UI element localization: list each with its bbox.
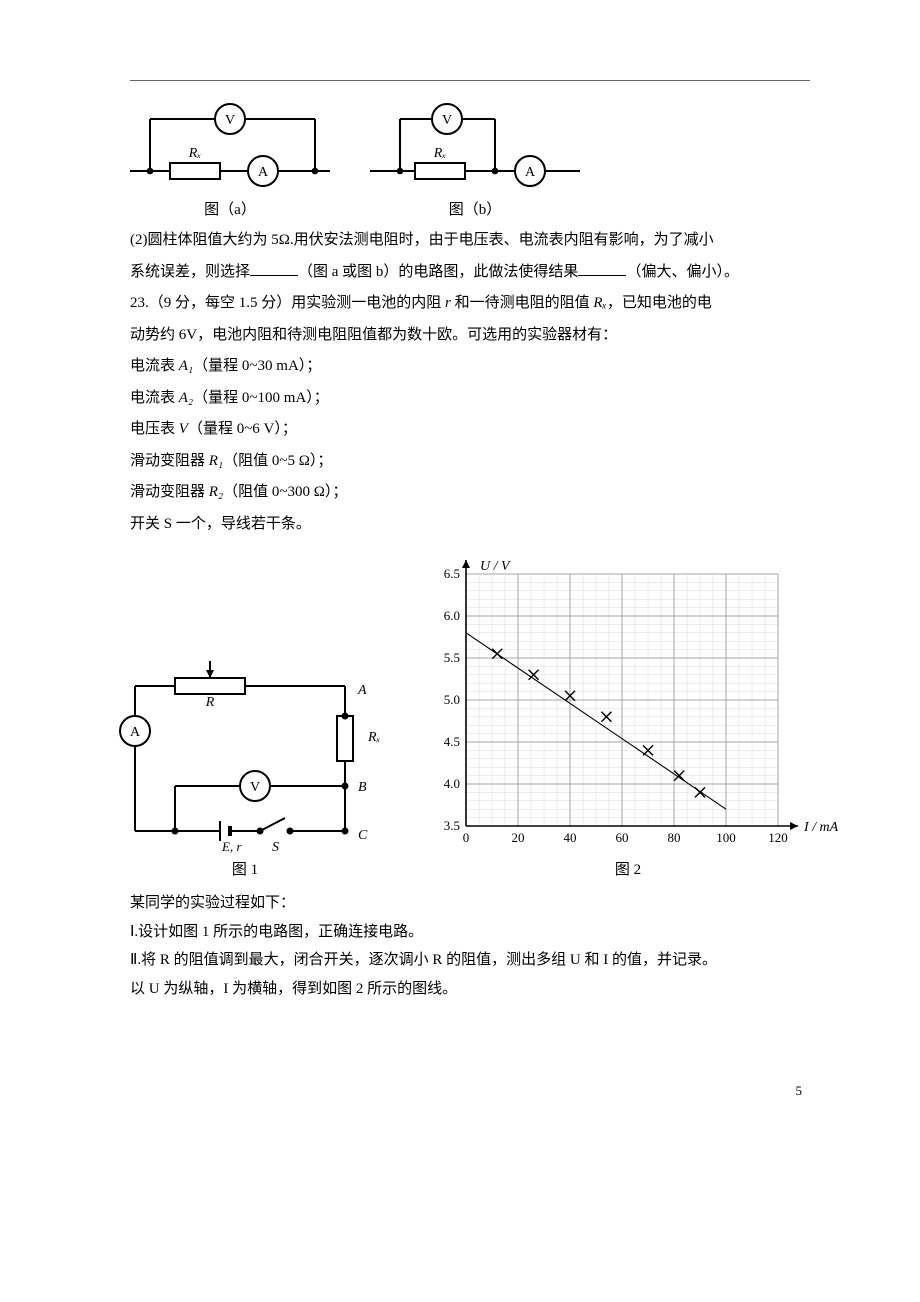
text: 23.（9 分，每空 1.5 分）用实验测一电池的内阻 — [130, 295, 445, 311]
q23-item-r1: 滑动变阻器 R₁（阻值 0~5 Ω）； — [130, 446, 810, 478]
rx-label: Rₓ — [367, 730, 381, 745]
sym-rx: Rₓ — [593, 295, 606, 311]
svg-text:6.5: 6.5 — [444, 566, 460, 581]
sym: V — [179, 421, 188, 437]
text: （量程 0~6 V）； — [188, 421, 297, 437]
svg-text:3.5: 3.5 — [444, 818, 460, 833]
circuit-b-svg: V A Rₓ — [370, 101, 580, 196]
ammeter-label: A — [525, 165, 536, 180]
blank-field[interactable] — [250, 260, 298, 276]
sym: R₁ — [209, 453, 223, 469]
sym: R₂ — [209, 484, 223, 500]
text: （量程 0~100 mA）； — [193, 390, 329, 406]
svg-text:5.0: 5.0 — [444, 692, 460, 707]
rx-label: Rₓ — [188, 146, 202, 161]
text: 滑动变阻器 — [130, 453, 209, 469]
svg-text:100: 100 — [716, 830, 736, 845]
text: ，已知电池的电 — [607, 295, 712, 311]
text: （偏大、偏小）。 — [626, 264, 739, 280]
circuit-1-svg: A V R Rₓ E, r S A B C — [100, 646, 390, 856]
svg-text:4.0: 4.0 — [444, 776, 460, 791]
chart-2-svg: 0 20 40 60 80 100 120 3.5 4.0 4.5 5.0 5.5 6.0 6.5 U / … — [418, 556, 838, 856]
q23-head-line2: 动势约 6V，电池内阻和待测电阻阻值都为数十欧。可选用的实验器材有： — [130, 320, 810, 352]
node-c-label: C — [358, 828, 368, 843]
svg-text:40: 40 — [564, 830, 577, 845]
svg-text:0: 0 — [463, 830, 470, 845]
sym: A₁ — [179, 358, 193, 374]
figure-a-caption: 图（a） — [204, 198, 256, 219]
q23-item-s: 开关 S 一个，导线若干条。 — [130, 509, 810, 541]
figure-2: 0 20 40 60 80 100 120 3.5 4.0 4.5 5.0 5.5 6.0 6.5 U / … — [418, 556, 838, 879]
text: 系统误差，则选择 — [130, 264, 250, 280]
r-label: R — [205, 695, 215, 710]
text: （阻值 0~5 Ω）； — [223, 453, 332, 469]
figure-1: A V R Rₓ E, r S A B C 图 1 — [100, 646, 390, 879]
q23-item-v: 电压表 V（量程 0~6 V）； — [130, 414, 810, 446]
page-number: 5 — [130, 1083, 810, 1099]
q23-item-r2: 滑动变阻器 R₂（阻值 0~300 Ω）； — [130, 477, 810, 509]
voltmeter-label: V — [250, 780, 260, 795]
voltmeter-label: V — [225, 113, 235, 128]
top-rule — [130, 80, 810, 81]
q23-item-a1: 电流表 A₁（量程 0~30 mA）； — [130, 351, 810, 383]
text: 电压表 — [130, 421, 179, 437]
circuit-a-svg: V A Rₓ — [130, 101, 330, 196]
text: （阻值 0~300 Ω）； — [223, 484, 347, 500]
mid-figures-row: A V R Rₓ E, r S A B C 图 1 0 20 40 60 80 100 12… — [100, 556, 860, 879]
svg-text:20: 20 — [512, 830, 525, 845]
e-label: E, r — [221, 839, 242, 854]
text: 滑动变阻器 — [130, 484, 209, 500]
svg-text:60: 60 — [616, 830, 629, 845]
sym: A₂ — [179, 390, 193, 406]
svg-text:U / V: U / V — [480, 559, 511, 574]
voltmeter-label: V — [442, 113, 452, 128]
rx-label: Rₓ — [433, 146, 447, 161]
after-line1: 某同学的实验过程如下： — [130, 889, 810, 918]
s-label: S — [272, 840, 279, 855]
blank-field[interactable] — [578, 260, 626, 276]
after-line3: Ⅱ.将 R 的阻值调到最大，闭合开关，逐次调小 R 的阻值，测出多组 U 和 I… — [130, 946, 810, 975]
ammeter-label: A — [130, 725, 141, 740]
q22-tail-line2: 系统误差，则选择 （图 a 或图 b）的电路图，此做法使得结果 （偏大、偏小）。 — [130, 257, 810, 289]
svg-text:I / mA: I / mA — [803, 820, 838, 835]
figure-2-caption: 图 2 — [615, 858, 641, 879]
figure-b: V A Rₓ 图（b） — [370, 101, 580, 219]
figure-1-caption: 图 1 — [232, 858, 258, 879]
top-figures-row: V A Rₓ 图（a） — [130, 101, 810, 219]
ammeter-label: A — [258, 165, 269, 180]
svg-text:4.5: 4.5 — [444, 734, 460, 749]
node-b-label: B — [358, 780, 367, 795]
svg-text:120: 120 — [768, 830, 788, 845]
svg-text:80: 80 — [668, 830, 681, 845]
text: （量程 0~30 mA）； — [193, 358, 321, 374]
q23-item-a2: 电流表 A₂（量程 0~100 mA）； — [130, 383, 810, 415]
node-a-label: A — [357, 683, 367, 698]
figure-b-caption: 图（b） — [449, 198, 502, 219]
after-line2: Ⅰ.设计如图 1 所示的电路图，正确连接电路。 — [130, 918, 810, 947]
svg-text:5.5: 5.5 — [444, 650, 460, 665]
text: 电流表 — [130, 390, 179, 406]
text: （图 a 或图 b）的电路图，此做法使得结果 — [298, 264, 578, 280]
q22-tail-line1: (2)圆柱体阻值大约为 5Ω.用伏安法测电阻时，由于电压表、电流表内阻有影响，为… — [130, 225, 810, 257]
text: 电流表 — [130, 358, 179, 374]
after-line4: 以 U 为纵轴，I 为横轴，得到如图 2 所示的图线。 — [130, 975, 810, 1004]
text: 和一待测电阻的阻值 — [451, 295, 594, 311]
figure-a: V A Rₓ 图（a） — [130, 101, 330, 219]
q23-head: 23.（9 分，每空 1.5 分）用实验测一电池的内阻 r 和一待测电阻的阻值 … — [130, 288, 810, 320]
svg-text:6.0: 6.0 — [444, 608, 460, 623]
page-content: V A Rₓ 图（a） — [0, 0, 920, 1139]
